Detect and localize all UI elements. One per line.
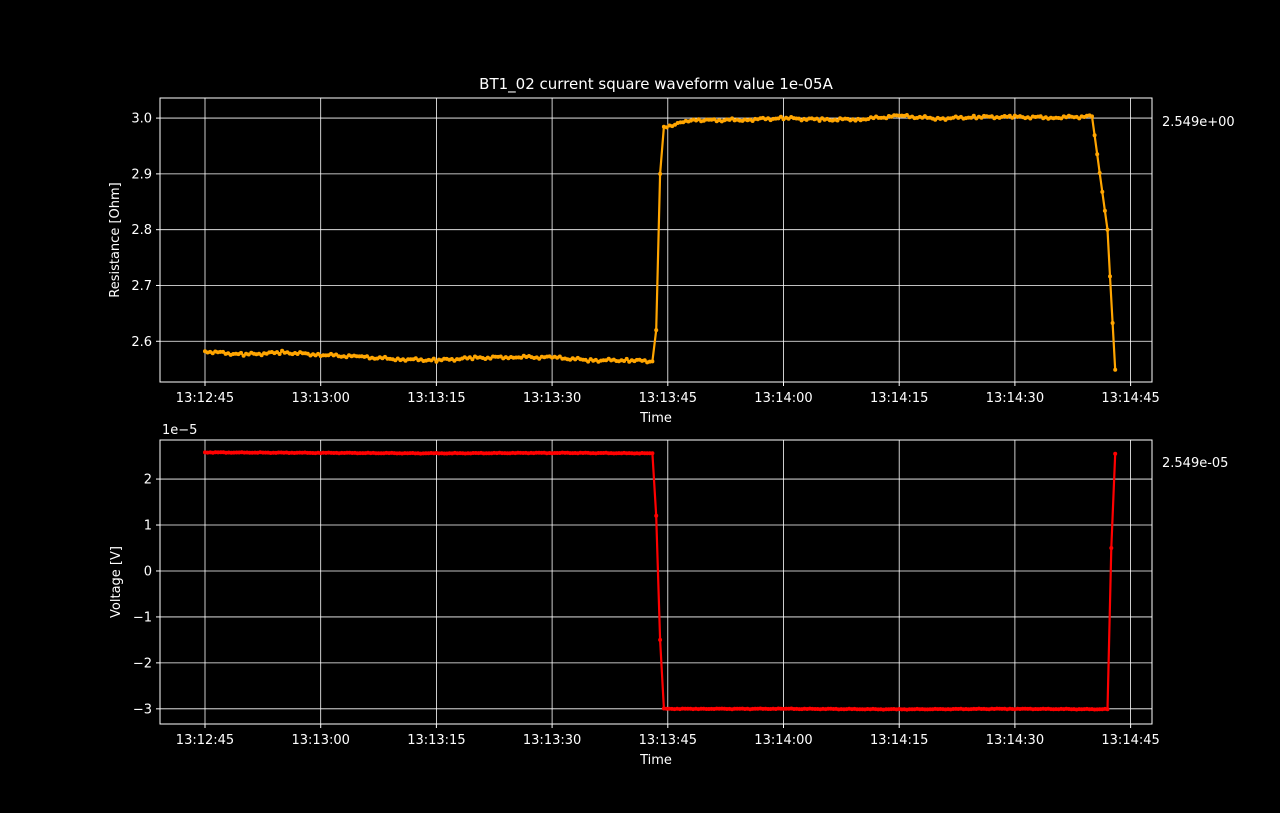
y-tick-label: −1 <box>133 610 152 625</box>
resistance-last-value-label: 2.549e+00 <box>1162 115 1235 130</box>
chart-title: BT1_02 current square waveform value 1e-… <box>479 75 833 94</box>
x-tick-label: 13:13:30 <box>523 733 581 748</box>
x-tick-label: 13:13:00 <box>292 733 350 748</box>
data-point <box>658 637 663 642</box>
resistance-ticks: 13:12:45 13:13:00 13:13:15 13:13:30 13:13:45… <box>131 112 1159 406</box>
data-point <box>1110 321 1115 325</box>
data-point <box>1105 227 1110 232</box>
y-tick-label: −2 <box>133 656 152 671</box>
y-tick-label: 2.7 <box>131 279 152 294</box>
x-tick-label: 13:14:30 <box>986 391 1044 406</box>
x-tick-label: 13:14:30 <box>986 733 1044 748</box>
data-point <box>431 356 436 361</box>
data-point <box>904 113 909 117</box>
voltage-last-value-label: 2.549e-05 <box>1162 456 1228 471</box>
data-point <box>1113 367 1118 372</box>
x-tick-label: 13:13:15 <box>407 733 465 748</box>
voltage-axis-offset-label: 1e−5 <box>162 423 197 438</box>
y-tick-label: 1 <box>144 519 152 534</box>
data-point <box>650 451 655 456</box>
y-tick-label: 0 <box>144 564 152 579</box>
data-point <box>658 171 663 176</box>
data-point <box>586 359 591 364</box>
data-point <box>971 113 976 118</box>
data-point <box>1105 707 1110 712</box>
resistance-x-axis-label: Time <box>639 411 672 426</box>
voltage-grid <box>160 440 1152 724</box>
voltage-plot-frame <box>159 439 1153 725</box>
data-point <box>884 116 889 121</box>
data-point <box>1108 274 1112 279</box>
voltage-x-axis-label: Time <box>639 753 672 768</box>
data-point <box>557 354 562 359</box>
data-point <box>1092 133 1097 138</box>
series-line <box>204 113 1117 370</box>
voltage-plot: 13:12:45 13:13:00 13:13:15 13:13:30 13:13:45… <box>109 423 1228 768</box>
data-point <box>664 125 669 130</box>
voltage-ticks: 13:12:45 13:13:00 13:13:15 13:13:30 13:13:45… <box>133 473 1160 748</box>
data-point <box>277 352 282 356</box>
x-tick-label: 13:14:45 <box>1101 733 1159 748</box>
data-point <box>814 116 819 121</box>
x-tick-label: 13:14:15 <box>870 391 928 406</box>
data-point <box>1090 114 1094 119</box>
x-tick-label: 13:14:00 <box>754 733 812 748</box>
data-point <box>817 118 822 123</box>
y-tick-label: 3.0 <box>131 112 152 127</box>
data-point <box>650 359 655 364</box>
x-tick-label: 13:14:00 <box>754 391 812 406</box>
y-tick-label: 2 <box>144 473 152 488</box>
data-point <box>624 356 629 361</box>
data-point <box>1113 451 1118 456</box>
resistance-plot: 13:12:45 13:13:00 13:13:15 13:13:30 13:13:45… <box>108 97 1235 426</box>
x-tick-label: 13:13:45 <box>639 733 697 748</box>
resistance-series <box>203 113 1118 372</box>
data-point <box>365 354 369 359</box>
x-tick-label: 13:14:15 <box>870 733 928 748</box>
x-tick-label: 13:13:00 <box>292 391 350 406</box>
y-tick-label: 2.8 <box>131 223 152 238</box>
y-tick-label: −3 <box>133 702 152 717</box>
data-point <box>654 328 659 333</box>
voltage-series <box>203 450 1118 712</box>
x-tick-label: 13:12:45 <box>176 391 234 406</box>
data-point <box>654 513 659 518</box>
data-point <box>470 357 475 362</box>
data-point <box>1109 546 1114 550</box>
data-point <box>1095 152 1100 157</box>
x-tick-label: 13:13:30 <box>523 391 581 406</box>
x-tick-label: 13:14:45 <box>1101 391 1159 406</box>
resistance-y-axis-label: Resistance [Ohm] <box>108 182 123 297</box>
data-point <box>1100 189 1105 194</box>
data-point <box>1097 171 1102 175</box>
x-tick-label: 13:13:15 <box>407 391 465 406</box>
data-point <box>239 350 243 355</box>
data-point <box>1102 208 1107 213</box>
x-tick-label: 13:13:45 <box>639 391 697 406</box>
series-line <box>204 451 1117 711</box>
resistance-plot-frame <box>159 97 1153 383</box>
voltage-y-axis-label: Voltage [V] <box>109 546 124 618</box>
y-tick-label: 2.6 <box>131 335 152 350</box>
x-tick-label: 13:12:45 <box>176 733 234 748</box>
data-point <box>778 114 783 119</box>
y-tick-label: 2.9 <box>131 167 152 182</box>
